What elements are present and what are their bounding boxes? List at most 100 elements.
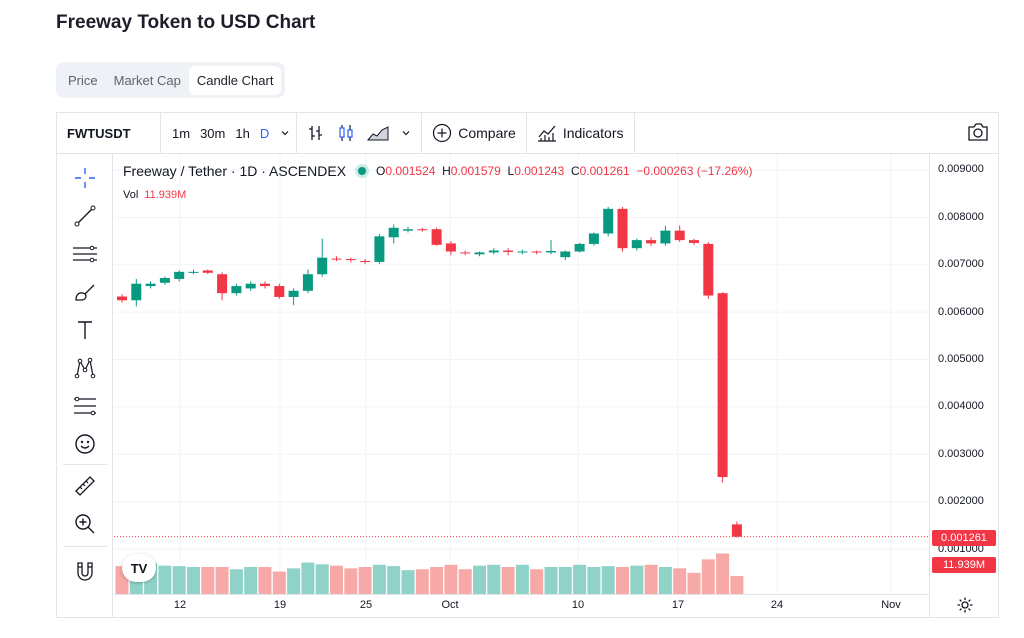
- time-axis[interactable]: 12 19 25 Oct 10 17 24 Nov: [114, 594, 929, 617]
- volume-bar: [544, 567, 558, 594]
- price-tick: 0.006000: [938, 306, 984, 318]
- candle-body: [588, 233, 599, 244]
- volume-value: 11.939M: [144, 189, 187, 201]
- volume-bar: [172, 566, 186, 594]
- volume-bar: [716, 553, 730, 594]
- time-tick: 12: [173, 599, 187, 611]
- camera-icon[interactable]: [966, 121, 990, 143]
- volume-bar: [387, 566, 401, 594]
- timeframe-30m[interactable]: 30m: [200, 125, 226, 141]
- candle-body: [660, 230, 671, 244]
- magnet-icon[interactable]: [71, 558, 99, 586]
- price-tick: 0.002000: [938, 495, 984, 507]
- volume-bar: [487, 564, 501, 594]
- volume-label: Vol: [123, 189, 139, 201]
- text-icon[interactable]: [71, 316, 99, 344]
- price-tick: 0.003000: [938, 448, 984, 460]
- candle-body: [260, 283, 270, 287]
- compare-label: Compare: [458, 125, 516, 141]
- drawing-tools-sidebar: [57, 154, 113, 617]
- timeframe-1h[interactable]: 1h: [235, 125, 250, 141]
- volume-legend: Vol 11.939M: [123, 189, 186, 201]
- candle-body: [560, 251, 571, 258]
- symbol-search[interactable]: FWTUSDT: [57, 113, 161, 153]
- tab-market-cap[interactable]: Market Cap: [113, 72, 181, 88]
- candle-body: [689, 240, 699, 243]
- last-volume-badge: 11.939M: [932, 557, 996, 573]
- volume-bar: [673, 568, 687, 594]
- smiley-icon[interactable]: [71, 430, 99, 458]
- zoom-in-icon[interactable]: [71, 510, 99, 538]
- timeframe-1d[interactable]: D: [259, 125, 270, 141]
- candle-body: [431, 229, 442, 245]
- candle-body: [317, 257, 328, 275]
- tab-price[interactable]: Price: [68, 72, 98, 88]
- candle-body: [331, 258, 342, 260]
- candle-body: [302, 274, 313, 291]
- candle-body: [288, 290, 299, 297]
- volume-bar: [401, 570, 415, 594]
- time-tick: 10: [571, 599, 585, 611]
- trend-line-icon[interactable]: [71, 202, 99, 230]
- volume-bar: [229, 569, 243, 594]
- candle-body: [531, 251, 542, 253]
- ruler-icon[interactable]: [71, 472, 99, 500]
- chart-plot-area[interactable]: TV: [114, 154, 929, 594]
- candle-body: [460, 252, 471, 254]
- chart-style-group: [297, 113, 423, 153]
- candle-body: [674, 230, 685, 241]
- volume-bar: [272, 571, 286, 594]
- candle-body: [517, 251, 528, 253]
- time-tick: Oct: [441, 599, 459, 611]
- candle-body: [360, 260, 371, 262]
- volume-bar: [587, 567, 601, 594]
- time-tick: Nov: [881, 599, 901, 611]
- volume-bar: [644, 564, 658, 594]
- volume-bar: [287, 568, 301, 594]
- pattern-icon[interactable]: [71, 354, 99, 382]
- gear-icon[interactable]: [954, 594, 976, 616]
- time-tick: 17: [671, 599, 685, 611]
- chevron-down-icon[interactable]: [280, 128, 290, 138]
- tradingview-logo[interactable]: TV: [122, 554, 156, 582]
- timeframe-1m[interactable]: 1m: [172, 125, 191, 141]
- volume-bar: [687, 572, 701, 594]
- legend-symbol: Freeway / Tether · 1D · ASCENDEX: [123, 163, 347, 179]
- crosshair-icon[interactable]: [71, 164, 99, 192]
- candle-body: [117, 296, 127, 301]
- last-price-badge: 0.001261: [932, 530, 996, 546]
- candle-body: [546, 251, 556, 253]
- chevron-down-icon[interactable]: [401, 128, 411, 138]
- candle-body: [403, 229, 413, 231]
- volume-bar: [301, 562, 315, 594]
- price-tick: 0.009000: [938, 163, 984, 175]
- compare-button[interactable]: Compare: [422, 113, 527, 153]
- volume-bar: [315, 564, 329, 594]
- bar-chart-icon[interactable]: [307, 124, 325, 142]
- horizontal-lines-icon[interactable]: [71, 240, 99, 268]
- candlestick-chart: [114, 154, 929, 594]
- candle-body: [488, 250, 499, 253]
- candle-body: [217, 274, 228, 294]
- volume-bar: [158, 565, 172, 594]
- chart-widget: FWTUSDT 1m 30m 1h D: [56, 112, 999, 618]
- area-chart-icon[interactable]: [367, 124, 389, 142]
- candle-body: [345, 259, 356, 261]
- fib-levels-icon[interactable]: [71, 392, 99, 420]
- brush-icon[interactable]: [71, 278, 99, 306]
- volume-bar: [573, 564, 587, 594]
- volume-bar: [515, 564, 529, 594]
- volume-bar: [658, 567, 672, 594]
- candle-body: [617, 208, 628, 249]
- volume-bar: [201, 567, 215, 594]
- indicators-button[interactable]: Indicators: [527, 113, 635, 153]
- volume-bar: [244, 567, 258, 594]
- candle-chart-icon[interactable]: [337, 124, 355, 142]
- price-axis[interactable]: 0.009000 0.008000 0.007000 0.006000 0.00…: [929, 154, 998, 617]
- candle-body: [174, 271, 185, 279]
- tab-candle-chart[interactable]: Candle Chart: [188, 65, 282, 95]
- volume-bar: [730, 576, 744, 594]
- volume-bar: [444, 564, 458, 594]
- time-tick: 25: [359, 599, 373, 611]
- volume-bar: [501, 567, 515, 594]
